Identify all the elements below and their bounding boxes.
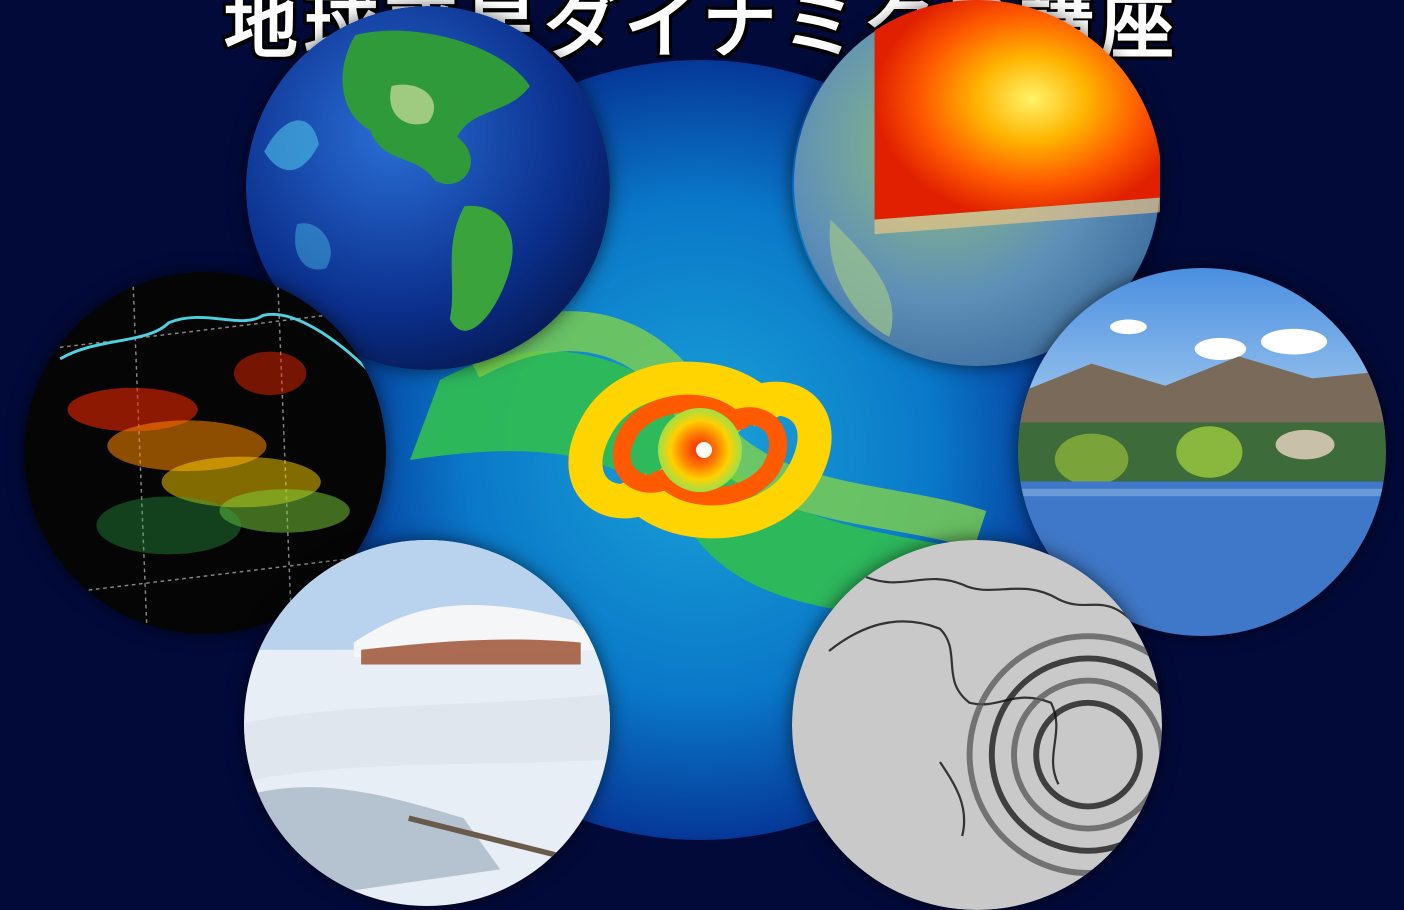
earth-core-icon xyxy=(794,0,1160,366)
earth-globe-panel xyxy=(246,6,610,370)
seismic-wave-globe-panel xyxy=(792,540,1162,910)
central-vortex-simulation xyxy=(410,311,1050,620)
snow-landscape-icon xyxy=(244,540,610,906)
vortex-core-dot xyxy=(696,442,712,458)
wave-globe-icon xyxy=(792,540,1162,910)
globe-icon xyxy=(246,6,610,370)
snowy-hotspring-panel xyxy=(244,540,610,906)
earth-interior-panel xyxy=(792,0,1162,366)
